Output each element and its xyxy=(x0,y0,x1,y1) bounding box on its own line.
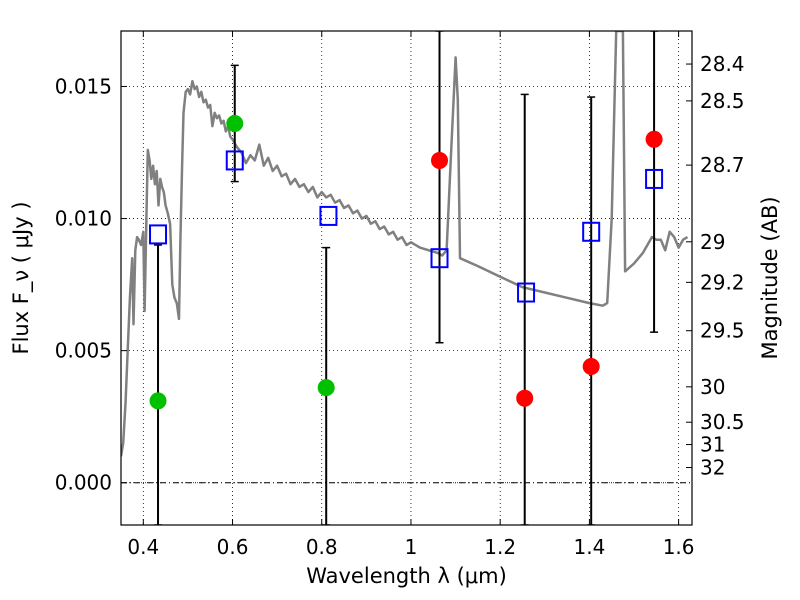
right-y-axis-label: Magnitude (AB) xyxy=(758,196,782,359)
nondetection-marker xyxy=(645,130,663,148)
mag-tick-label: 29.2 xyxy=(700,270,745,294)
mag-tick-label: 29.5 xyxy=(700,319,745,343)
model-photometry-marker xyxy=(582,221,601,242)
mag-tick-label: 31 xyxy=(700,433,725,457)
mag-tick-label: 28.4 xyxy=(700,52,745,76)
mag-tick-label: 30.5 xyxy=(700,410,745,434)
x-tick-label: 1.2 xyxy=(484,535,516,559)
mag-tick-label: 30 xyxy=(700,375,725,399)
nondetection-marker xyxy=(431,151,449,169)
y-tick-label: 0.010 xyxy=(55,207,112,231)
mag-tick-label: 32 xyxy=(700,456,725,480)
detection-marker xyxy=(149,392,167,410)
nondetection-marker xyxy=(516,389,534,407)
x-tick-label: 0.6 xyxy=(217,535,249,559)
mag-tick-label: 29 xyxy=(700,230,725,254)
mag-tick-label: 28.5 xyxy=(700,89,745,113)
plot-frame xyxy=(120,30,693,526)
x-tick-label: 1.4 xyxy=(573,535,605,559)
y-tick-label: 0.005 xyxy=(55,339,112,363)
x-tick-label: 1 xyxy=(405,535,418,559)
model-photometry-marker xyxy=(645,168,664,189)
detection-marker xyxy=(317,379,335,397)
x-tick-label: 1.6 xyxy=(663,535,695,559)
detection-marker xyxy=(226,114,244,132)
model-photometry-marker xyxy=(319,205,338,226)
axes: 0.4 0.6 0.8 1 1.2 1.4 1.6 0.000 0.005 0.010 0.015 2… xyxy=(55,31,745,559)
model-photometry-marker xyxy=(225,150,244,171)
x-axis-label: Wavelength λ (μm) xyxy=(306,564,507,588)
model-photometry-marker xyxy=(430,248,449,269)
y-tick-label: 0.000 xyxy=(55,471,112,495)
y-tick-label: 0.015 xyxy=(55,74,112,98)
x-tick-label: 0.8 xyxy=(306,535,338,559)
data-layer xyxy=(121,31,689,525)
nondetection-marker xyxy=(582,357,600,375)
y-axis-label: Flux F_ν ( μJy ) xyxy=(9,201,34,354)
x-tick-label: 0.4 xyxy=(127,535,159,559)
model-spectrum-line xyxy=(121,31,689,457)
model-photometry-marker xyxy=(149,224,168,245)
model-photometry-marker xyxy=(517,282,536,303)
mag-tick-label: 28.7 xyxy=(700,153,745,177)
